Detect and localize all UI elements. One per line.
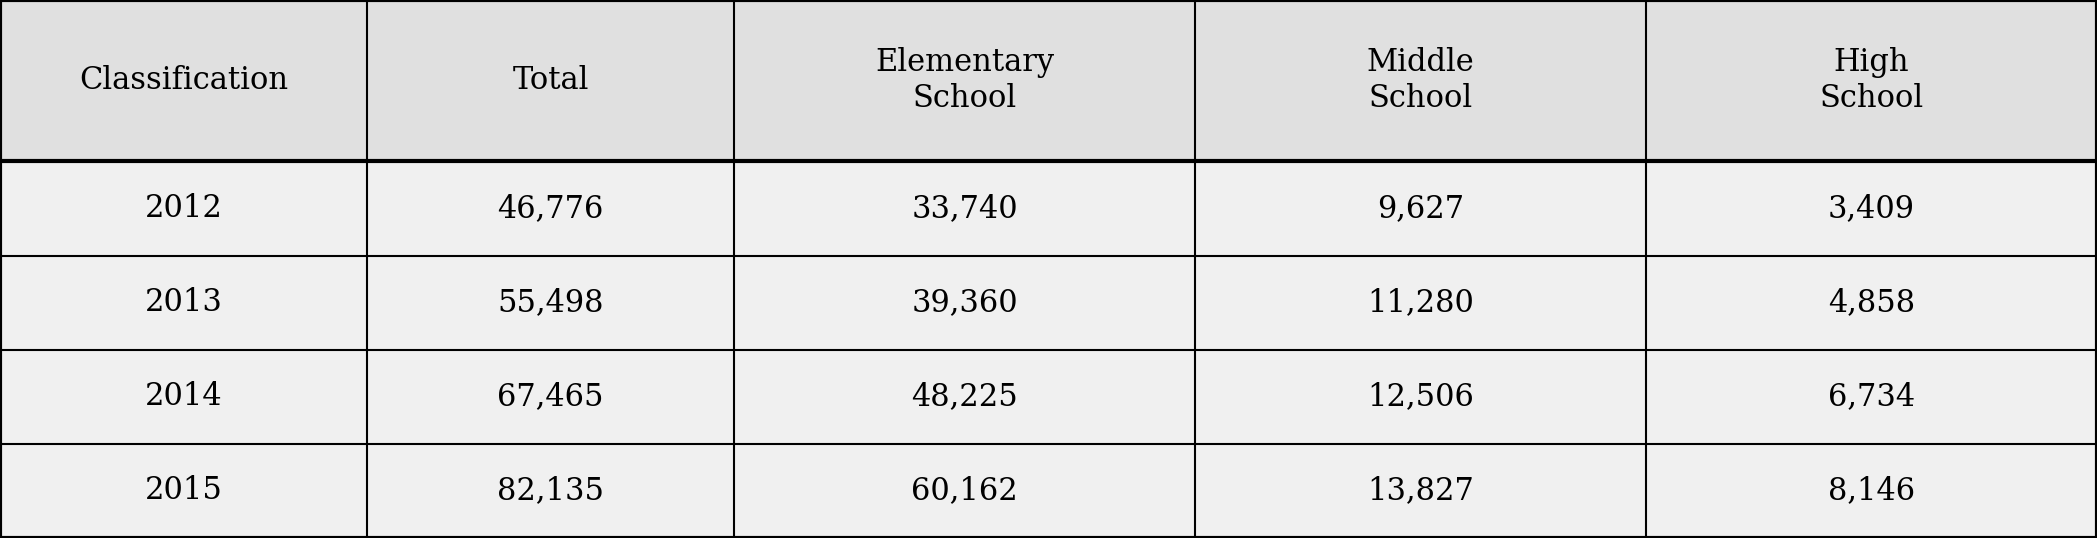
Text: 11,280: 11,280 bbox=[1367, 287, 1474, 318]
Text: Classification: Classification bbox=[80, 65, 287, 96]
Text: 4,858: 4,858 bbox=[1829, 287, 1915, 318]
Text: 39,360: 39,360 bbox=[912, 287, 1017, 318]
Bar bbox=[1195, 161, 1646, 256]
Bar bbox=[1646, 444, 2097, 538]
Bar bbox=[734, 161, 1195, 256]
Bar bbox=[0, 256, 367, 350]
Bar bbox=[1646, 256, 2097, 350]
Text: 48,225: 48,225 bbox=[912, 381, 1017, 412]
Bar bbox=[1646, 350, 2097, 444]
Bar bbox=[367, 350, 734, 444]
Bar bbox=[734, 444, 1195, 538]
Bar bbox=[1646, 161, 2097, 256]
Text: 60,162: 60,162 bbox=[912, 476, 1017, 506]
Text: Total: Total bbox=[512, 65, 589, 96]
Text: 8,146: 8,146 bbox=[1829, 476, 1915, 506]
Text: 33,740: 33,740 bbox=[912, 193, 1017, 224]
Bar bbox=[1195, 0, 1646, 161]
Bar bbox=[367, 0, 734, 161]
Text: 2013: 2013 bbox=[145, 287, 222, 318]
Text: 3,409: 3,409 bbox=[1829, 193, 1915, 224]
Text: 6,734: 6,734 bbox=[1829, 381, 1915, 412]
Text: Middle
School: Middle School bbox=[1367, 47, 1474, 114]
Bar bbox=[0, 161, 367, 256]
Text: 2014: 2014 bbox=[145, 381, 222, 412]
Text: 2015: 2015 bbox=[145, 476, 222, 506]
Bar bbox=[734, 350, 1195, 444]
Bar bbox=[367, 256, 734, 350]
Bar bbox=[734, 256, 1195, 350]
Text: 82,135: 82,135 bbox=[497, 476, 604, 506]
Bar bbox=[1195, 444, 1646, 538]
Bar bbox=[1195, 350, 1646, 444]
Text: 2012: 2012 bbox=[145, 193, 222, 224]
Bar bbox=[0, 444, 367, 538]
Text: 9,627: 9,627 bbox=[1378, 193, 1464, 224]
Text: 46,776: 46,776 bbox=[497, 193, 604, 224]
Text: Elementary
School: Elementary School bbox=[874, 47, 1055, 114]
Text: 12,506: 12,506 bbox=[1367, 381, 1474, 412]
Text: 13,827: 13,827 bbox=[1367, 476, 1474, 506]
Bar bbox=[0, 0, 367, 161]
Bar bbox=[734, 0, 1195, 161]
Text: 67,465: 67,465 bbox=[497, 381, 604, 412]
Text: High
School: High School bbox=[1820, 47, 1923, 114]
Bar bbox=[367, 161, 734, 256]
Bar bbox=[0, 350, 367, 444]
Bar bbox=[367, 444, 734, 538]
Text: 55,498: 55,498 bbox=[497, 287, 604, 318]
Bar bbox=[1195, 256, 1646, 350]
Bar bbox=[1646, 0, 2097, 161]
